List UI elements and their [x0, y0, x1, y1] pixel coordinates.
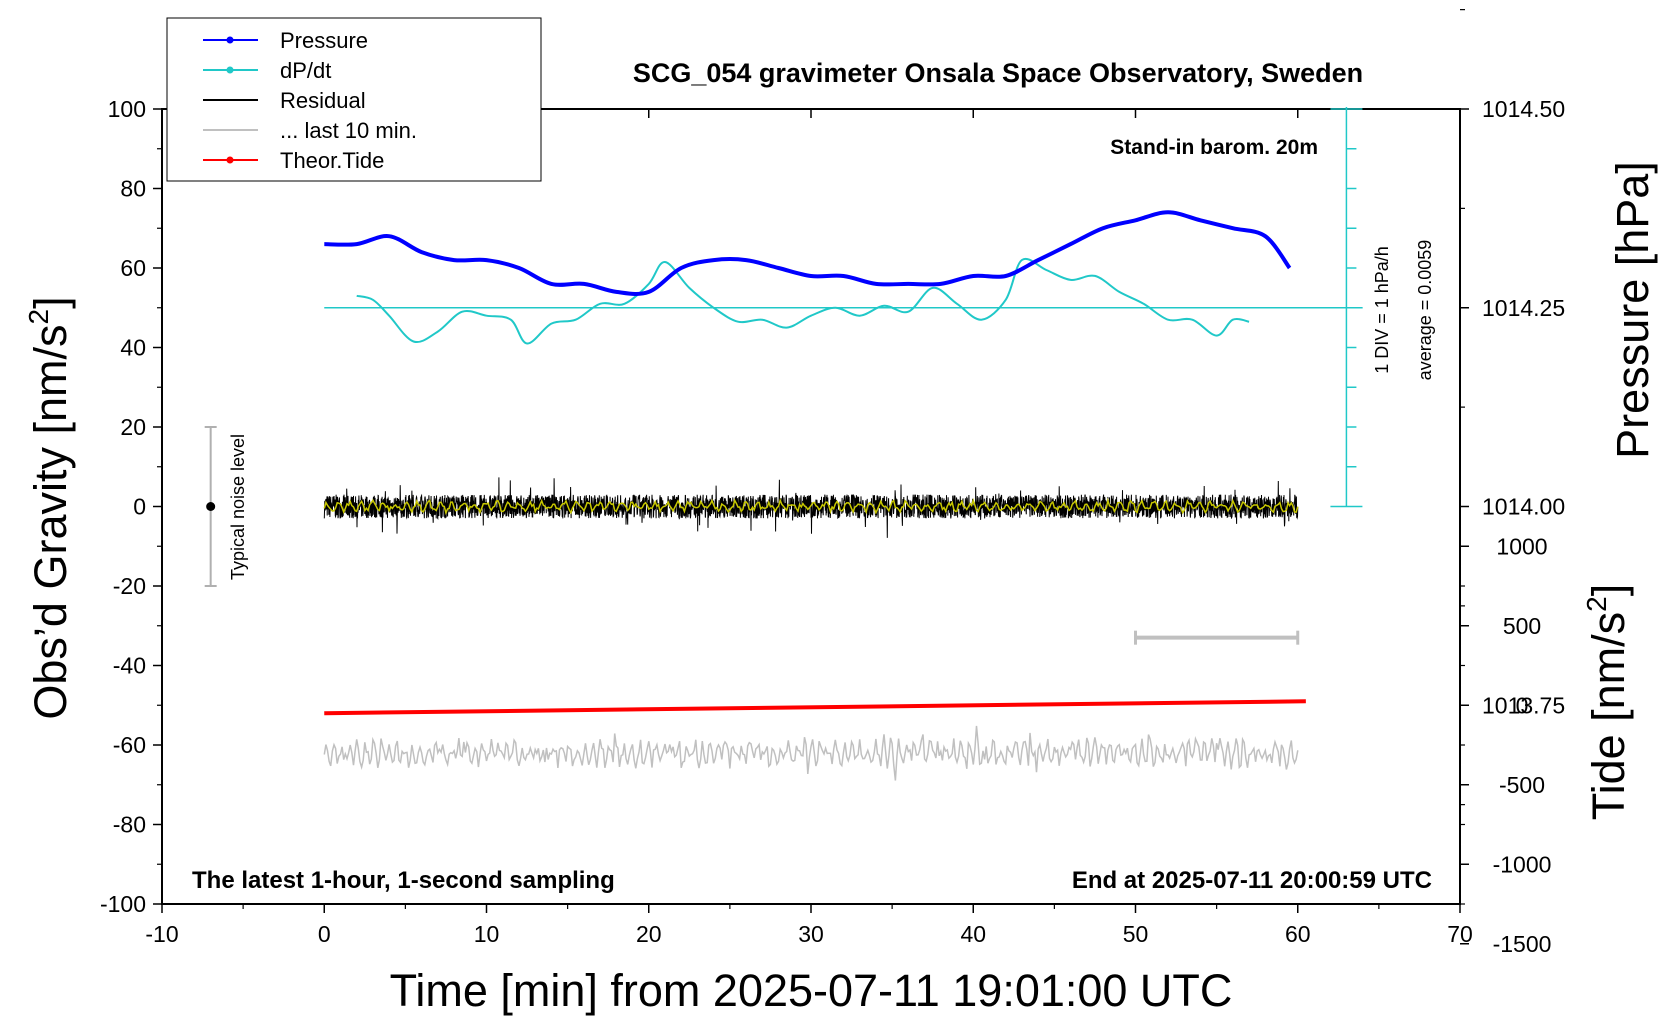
series-dpdt — [356, 257, 1250, 345]
legend-label: Residual — [280, 88, 366, 113]
y-tick-label: -40 — [113, 653, 146, 679]
x-tick-label: 30 — [798, 921, 824, 947]
y-axis-title-tide: Tide [nm/s2] — [1581, 584, 1634, 820]
y-tick-label: 0 — [133, 494, 146, 520]
tide-tick-label: 0 — [1516, 692, 1529, 718]
div-label: 1 DIV = 1 hPa/h — [1372, 246, 1392, 374]
x-tick-label: 20 — [636, 921, 662, 947]
y-axis-title-pressure: Pressure [hPa] — [1607, 161, 1658, 459]
x-tick-label: 40 — [960, 921, 986, 947]
legend-label: Theor.Tide — [280, 148, 384, 173]
y-tick-label: -20 — [113, 573, 146, 599]
tide-tick-label: -1500 — [1493, 931, 1552, 957]
y-tick-label: -80 — [113, 812, 146, 838]
legend-label: ... last 10 min. — [280, 118, 417, 143]
barometer-note: Stand-in barom. 20m — [1110, 136, 1318, 159]
y-axis-title-left-sup: 2 — [23, 309, 54, 325]
y-axis-title-tide-close: ] — [1583, 584, 1634, 597]
series-tide — [324, 699, 1306, 716]
legend-marker — [226, 36, 234, 44]
x-tick-label: 50 — [1123, 921, 1149, 947]
pressure-tick-label: 1014.50 — [1482, 96, 1565, 122]
tide-tick-label: 1000 — [1496, 533, 1547, 559]
series-residual-smoothed — [323, 497, 1299, 516]
series-last10 — [323, 725, 1299, 781]
pressure-tick-label: 1014.00 — [1482, 494, 1565, 520]
legend-marker — [226, 66, 234, 74]
x-tick-label: -10 — [145, 921, 178, 947]
noise-bar-dot — [206, 502, 216, 511]
x-tick-label: 10 — [474, 921, 500, 947]
axis-ticks: -10 0 10 20 30 40 50 60 70100806040200-20-40-60-… — [100, 9, 1565, 957]
noise-label: Typical noise level — [228, 434, 248, 580]
legend-label: Pressure — [280, 28, 368, 53]
pressure-tick-label: 1013.75 — [1482, 692, 1565, 718]
y-axis-title-tide-sup: 2 — [1581, 596, 1612, 612]
data-series — [204, 107, 1363, 781]
y-tick-label: 100 — [108, 96, 146, 122]
x-tick-label: 60 — [1285, 921, 1311, 947]
series-pressure — [324, 210, 1292, 296]
y-tick-label: 80 — [120, 176, 146, 202]
y-tick-label: 40 — [120, 335, 146, 361]
bottom-right-note: End at 2025-07-11 20:00:59 UTC — [1072, 867, 1432, 894]
x-axis-title: Time [min] from 2025-07-11 19:01:00 UTC — [390, 965, 1233, 1016]
x-tick-label: 70 — [1447, 921, 1473, 947]
y-tick-label: -60 — [113, 732, 146, 758]
average-label: average = 0.0059 — [1415, 240, 1435, 381]
x-tick-label: 0 — [318, 921, 331, 947]
tide-tick-label: -1000 — [1493, 851, 1552, 877]
legend: Pressure dP/dt Residual ... last 10 min. The… — [166, 17, 542, 182]
y-axis-title-left-main: Obs’d Gravity [nm/s — [25, 325, 76, 720]
legend-label: dP/dt — [280, 58, 331, 83]
legend-marker — [226, 156, 234, 164]
y-axis-title-left: Obs’d Gravity [nm/s2] — [23, 296, 76, 719]
y-tick-label: -100 — [100, 891, 146, 917]
y-axis-title-left-close: ] — [25, 296, 76, 309]
y-tick-label: 60 — [120, 255, 146, 281]
y-axis-title-tide-main: Tide [nm/s — [1583, 612, 1634, 820]
chart-title: SCG_054 gravimeter Onsala Space Observat… — [633, 58, 1363, 88]
tide-tick-label: 500 — [1503, 613, 1541, 639]
bottom-left-note: The latest 1-hour, 1-second sampling — [192, 867, 615, 894]
y-tick-label: 20 — [120, 414, 146, 440]
tide-tick-label: -500 — [1499, 772, 1545, 798]
pressure-tick-label: 1014.25 — [1482, 295, 1565, 321]
